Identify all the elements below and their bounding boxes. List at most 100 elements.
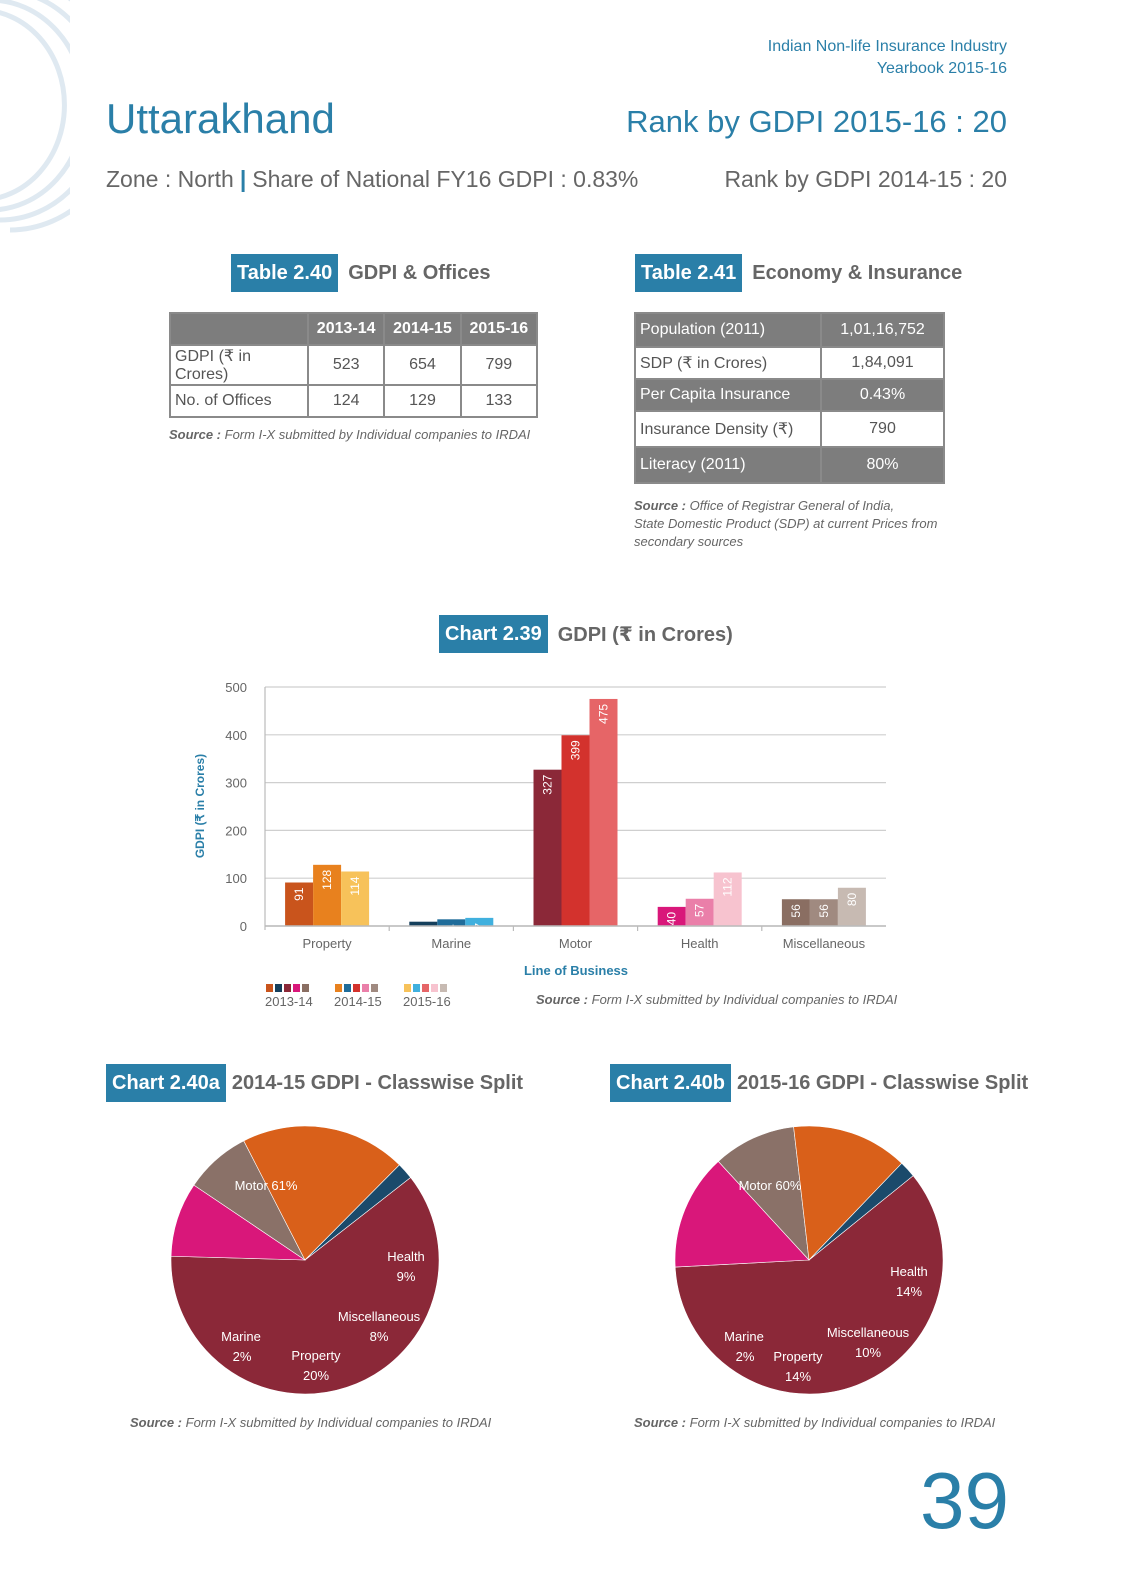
x-axis-title: Line of Business (524, 963, 628, 978)
pie-slice (674, 1160, 810, 1268)
table-241-caption: Table 2.41 Economy & Insurance (635, 254, 962, 292)
legend-swatch (275, 984, 282, 992)
chart-240a-title: 2014-15 GDPI - Classwise Split (231, 1071, 524, 1094)
bar-value-label: 56 (789, 904, 803, 918)
cell-value: 799 (459, 344, 539, 386)
legend-swatch (335, 984, 342, 992)
chart-239-caption: Chart 2.39 GDPI (₹ in Crores) (439, 615, 733, 653)
table-row: Population (2011) 1,01,16,752 (634, 312, 945, 348)
slice-label: Miscellaneous (827, 1325, 910, 1340)
legend-swatch (431, 984, 438, 992)
legend-swatch (353, 984, 360, 992)
source-label: Source : (536, 992, 589, 1007)
cell-value: 1,01,16,752 (820, 312, 945, 348)
slice-label: Motor 61% (235, 1178, 298, 1193)
x-tick-label: Property (303, 936, 353, 951)
source-text-line2: State Domestic Product (SDP) at current … (634, 516, 938, 531)
rank-current: Rank by GDPI 2015-16 : 20 (626, 104, 1007, 139)
pie-slice (674, 1175, 944, 1395)
column-header: 2014-15 (383, 312, 462, 346)
cell-value: 1,84,091 (820, 346, 945, 380)
column-header: 2015-16 (459, 312, 539, 346)
chart-240b-tag: Chart 2.40b (610, 1064, 731, 1102)
row-label: Population (2011) (634, 312, 822, 348)
chart-240a-source: Source : Form I-X submitted by Individua… (130, 1414, 491, 1432)
y-tick-label: 400 (225, 728, 247, 743)
rank-previous: Rank by GDPI 2014-15 : 20 (724, 166, 1007, 192)
pie-slice (170, 1177, 440, 1395)
separator: | (239, 166, 247, 192)
table-row: Literacy (2011) 80% (634, 446, 945, 484)
bar-value-label: 91 (292, 887, 306, 901)
pie-chart-2015-16: Motor 60% Health 14% Miscellaneous 10% Proper… (674, 1125, 944, 1395)
legend-swatch (293, 984, 300, 992)
x-tick-label: Motor (559, 936, 593, 951)
slice-label: Health (387, 1249, 425, 1264)
cell-value: 790 (820, 410, 945, 448)
legend-swatch (422, 984, 429, 992)
bar-value-label: 14 (444, 924, 458, 938)
bar-value-label: 80 (845, 892, 859, 906)
table-row: Insurance Density (₹) 790 (634, 410, 945, 448)
chart-239-tag: Chart 2.39 (439, 615, 548, 653)
y-tick-label: 500 (225, 680, 247, 695)
legend-swatch (284, 984, 291, 992)
slice-label: Miscellaneous (338, 1309, 421, 1324)
bar-value-label: 40 (665, 912, 679, 926)
table-row: No. of Offices 124 129 133 (169, 384, 539, 418)
bar (589, 698, 618, 926)
bar-value-label: 112 (721, 877, 735, 896)
cell-value: 523 (306, 344, 386, 386)
bar-value-label: 57 (693, 903, 707, 917)
legend-swatch (404, 984, 411, 992)
legend-label: 2014-15 (334, 994, 382, 1009)
pie-slice (717, 1126, 810, 1261)
y-tick-label: 0 (240, 919, 247, 934)
table-240-title: GDPI & Offices (348, 261, 491, 284)
legend-swatch (413, 984, 420, 992)
slice-label: Health (890, 1264, 928, 1279)
chart-239-title: GDPI (₹ in Crores) (557, 623, 733, 646)
pie-slice (793, 1125, 903, 1261)
x-tick-label: Health (681, 936, 719, 951)
legend-swatch (344, 984, 351, 992)
row-label: GDPI (₹ in Crores) (169, 344, 309, 386)
legend-swatch (371, 984, 378, 992)
table-241-tag: Table 2.41 (635, 254, 743, 292)
table-240-source: Source : Form I-X submitted by Individua… (169, 426, 530, 444)
cell-value: 133 (459, 384, 539, 418)
legend-label: 2013-14 (265, 994, 313, 1009)
source-text: Form I-X submitted by Individual compani… (591, 992, 898, 1007)
bar (809, 899, 838, 926)
bar (657, 906, 686, 926)
economy-insurance-table: Population (2011) 1,01,16,752 SDP (₹ in … (634, 312, 945, 484)
cell-value: 654 (383, 344, 462, 386)
legend-label: 2015-16 (403, 994, 451, 1009)
pie-slice (808, 1162, 914, 1261)
y-tick-label: 300 (225, 776, 247, 791)
row-label: Insurance Density (₹) (634, 410, 822, 448)
table-corner-cell (169, 312, 309, 346)
slice-percent: 14% (896, 1284, 922, 1299)
source-text-line1: Office of Registrar General of India, (689, 498, 895, 513)
publication-year: Yearbook 2015-16 (876, 60, 1007, 77)
bar (561, 735, 590, 926)
slice-label: Property (773, 1349, 823, 1364)
bar (781, 899, 810, 926)
bar-value-label: 9 (416, 926, 430, 933)
table-241-title: Economy & Insurance (752, 261, 963, 284)
bar (837, 887, 866, 926)
cell-value: 80% (820, 446, 945, 484)
cell-value: 124 (306, 384, 386, 418)
x-tick-label: Marine (431, 936, 471, 951)
bar-value-label: 399 (569, 740, 583, 760)
chart-240a-tag: Chart 2.40a (106, 1064, 226, 1102)
table-row: Per Capita Insurance 0.43% (634, 378, 945, 412)
slice-label: Marine (221, 1329, 261, 1344)
slice-percent: 2% (736, 1349, 755, 1364)
table-241-source: Source : Office of Registrar General of … (634, 497, 937, 551)
zone-line: Zone : North | Share of National FY16 GDPI… (106, 166, 638, 193)
state-title: Uttarakhand (106, 95, 335, 142)
bar (685, 898, 714, 926)
slice-percent: 2% (233, 1349, 252, 1364)
